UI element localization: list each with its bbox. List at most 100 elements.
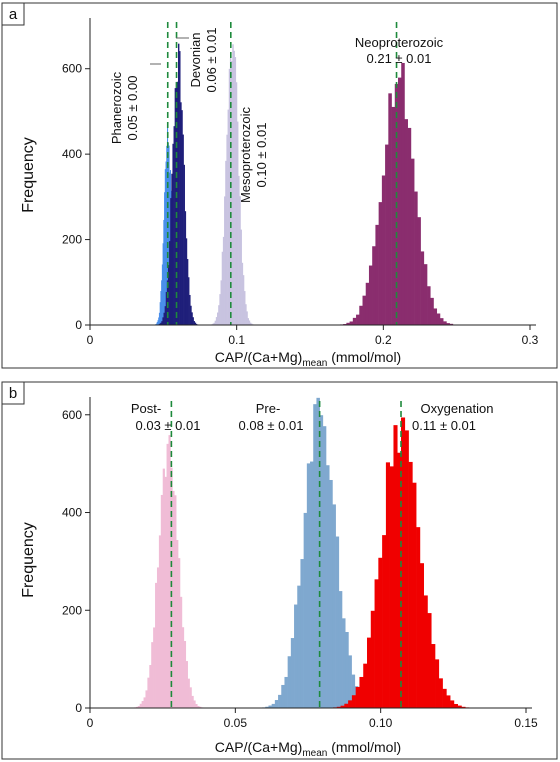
hist-bar xyxy=(457,705,462,708)
hist-bar xyxy=(153,627,156,708)
hist-bar xyxy=(164,169,166,325)
hist-bar xyxy=(346,322,350,325)
hist-bar xyxy=(359,305,363,325)
hist-bar xyxy=(382,535,387,708)
hist-bar xyxy=(238,175,240,325)
series-neoproterozoic xyxy=(339,62,457,326)
hist-bar xyxy=(329,479,333,708)
hist-bar xyxy=(221,251,224,325)
hist-bar xyxy=(461,706,466,708)
series-mesoproterozoic xyxy=(211,44,254,326)
hist-bar xyxy=(284,676,288,708)
hist-bar xyxy=(423,264,428,325)
hist-bar xyxy=(151,642,154,708)
hist-bar xyxy=(179,51,181,325)
hist-bar xyxy=(351,695,356,708)
hist-bar xyxy=(401,417,406,708)
hist-bar xyxy=(174,495,177,708)
series-pre xyxy=(262,397,378,708)
hist-bar xyxy=(168,145,170,325)
hist-bar xyxy=(158,535,162,708)
panel-b-annotations: Post- 0.03 ± 0.01 Pre- 0.08 ± 0.01 Oxyge… xyxy=(131,401,494,433)
hist-bar xyxy=(416,527,421,708)
hist-bar xyxy=(227,109,230,325)
hist-bar xyxy=(156,323,158,325)
label-neoproterozoic: Neoproterozoic xyxy=(355,35,444,50)
hist-bar xyxy=(161,264,163,325)
panel-b-frame xyxy=(1,381,558,760)
hist-bar xyxy=(184,211,187,325)
hist-bar xyxy=(187,678,190,708)
hist-bar xyxy=(143,697,146,708)
hist-bar xyxy=(370,610,375,708)
hist-bar xyxy=(287,656,292,708)
hist-bar xyxy=(271,703,276,708)
hist-bar xyxy=(408,461,413,708)
hist-bar xyxy=(239,196,241,325)
hist-bar xyxy=(172,490,175,708)
hist-bar xyxy=(232,44,234,326)
hist-bar xyxy=(356,314,360,325)
hist-bar xyxy=(222,236,225,325)
hist-bar xyxy=(139,703,142,708)
label-post: Post- xyxy=(131,401,161,416)
hist-bar xyxy=(190,305,192,325)
hist-bar xyxy=(166,145,168,325)
hist-bar xyxy=(141,701,144,708)
hist-bar xyxy=(401,62,405,325)
label-oxygenation: Oxygenation xyxy=(421,401,494,416)
panel-b-xlabel-sub: mean xyxy=(302,748,327,759)
panel-a-xlabel: CAP/(Ca+Mg)mean (mmol/mol) xyxy=(215,349,401,369)
hist-bar xyxy=(188,277,190,325)
panel-b-xlabel: CAP/(Ca+Mg)mean (mmol/mol) xyxy=(215,739,401,759)
value-pre: 0.08 ± 0.01 xyxy=(239,418,304,433)
hist-bar xyxy=(443,321,447,325)
hist-bar xyxy=(385,144,389,325)
value-devonian: 0.06 ± 0.01 xyxy=(204,28,219,93)
hist-bar xyxy=(313,404,317,708)
hist-bar xyxy=(178,558,181,708)
label-devonian: Devonian xyxy=(188,33,203,88)
y-tick-label: 400 xyxy=(62,506,82,520)
hist-bar xyxy=(300,559,304,708)
hist-bar xyxy=(245,304,247,325)
hist-bar xyxy=(183,640,187,708)
hist-bar xyxy=(407,127,412,325)
value-mesoproterozoic: 0.10 ± 0.01 xyxy=(254,123,269,188)
hist-bar xyxy=(168,435,171,708)
hist-bar xyxy=(162,468,165,708)
label-mesoproterozoic: Mesoproterozoic xyxy=(238,106,253,203)
hist-bar xyxy=(183,164,185,325)
hist-bar xyxy=(397,452,402,708)
hist-bar xyxy=(166,443,169,708)
hist-bar xyxy=(348,655,352,708)
hist-bar xyxy=(398,77,402,325)
hist-bar xyxy=(191,695,194,708)
hist-bar xyxy=(419,563,424,708)
hist-bar xyxy=(248,320,251,325)
hist-bar xyxy=(378,202,383,325)
panel-b-plot: 0 200 400 600 0 0.05 0.10 0.15 xyxy=(62,397,538,730)
hist-bar xyxy=(235,82,238,325)
hist-bar xyxy=(194,322,197,325)
hist-bar xyxy=(430,297,434,325)
hist-bar xyxy=(381,175,386,325)
hist-bar xyxy=(404,119,408,326)
hist-bar xyxy=(137,706,141,708)
hist-bar xyxy=(171,173,173,325)
hist-bar xyxy=(162,243,164,325)
hist-bar xyxy=(244,291,246,325)
hist-bar xyxy=(163,219,165,325)
hist-bar xyxy=(438,678,443,708)
hist-bar xyxy=(185,238,188,325)
x-tick-label: 0 xyxy=(87,716,94,730)
hist-bar xyxy=(135,706,139,708)
hist-bar xyxy=(215,317,218,325)
y-tick-label: 600 xyxy=(62,62,82,76)
hist-bar xyxy=(281,684,285,708)
hist-bar xyxy=(417,217,421,325)
hist-bar xyxy=(446,323,450,325)
hist-bar xyxy=(431,644,436,708)
hist-bar xyxy=(195,704,198,708)
